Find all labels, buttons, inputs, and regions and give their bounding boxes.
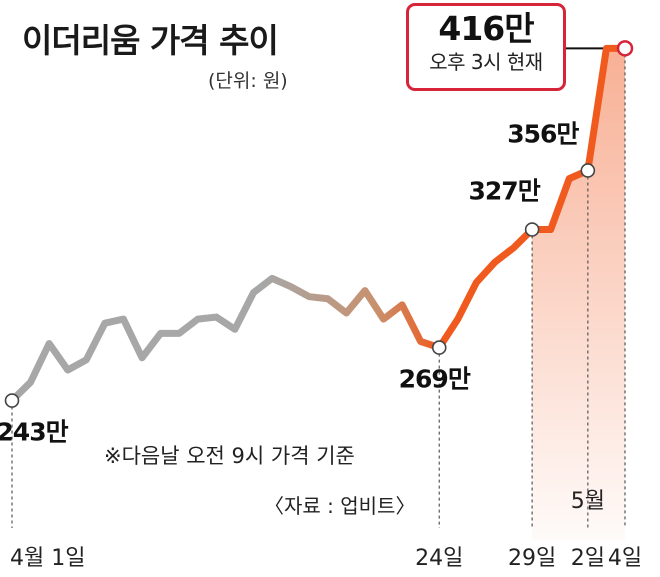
source-label: 〈자료 : 업비트〉 [264,494,416,518]
unit-label: (단위: 원) [208,70,288,92]
data-label: 327만 [469,177,541,206]
basis-note: ※다음날 오전 9시 가격 기준 [104,444,355,468]
data-label: 356만 [507,119,579,148]
callout-value: 416만 [438,9,534,48]
data-marker [616,40,634,57]
x-tick-label: 4월 1일 [10,546,85,571]
x-tick-label: 29일 [508,546,556,571]
x-tick-label: 4일 [608,546,642,571]
chart-title: 이더리움 가격 추이 [22,21,279,60]
x-tick-label: 24일 [415,546,463,571]
data-marker [4,393,20,408]
current-price-callout: 416만 오후 3시 현재 [406,3,566,91]
x-tick-label: 2일 [571,546,605,571]
data-marker [580,163,596,178]
price-line [8,44,629,405]
month-label: 5월 [571,489,605,514]
recent-rise-area [532,48,625,540]
data-label: 269만 [399,365,471,394]
data-marker [431,340,447,355]
data-marker [524,222,540,237]
data-label: 243만 [0,418,69,447]
callout-caption: 오후 3시 현재 [429,50,543,74]
